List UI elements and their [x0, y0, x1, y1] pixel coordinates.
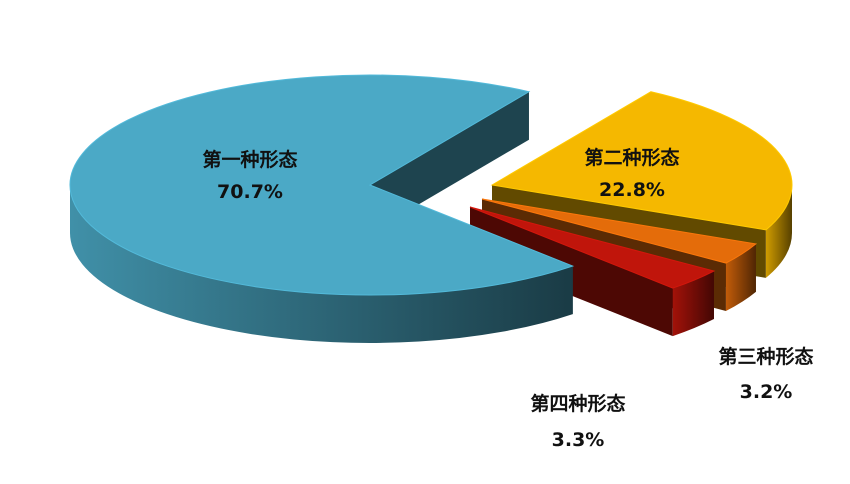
- slice-side: [672, 271, 714, 337]
- slice-第二种形态: [490, 91, 793, 231]
- slice-第一种形态: [69, 74, 575, 296]
- labels: 第一种形态 70.7% 第二种形态 22.8% 第三种形态 3.2% 第四种形态…: [202, 146, 813, 451]
- value-slice-1: 70.7%: [217, 181, 283, 203]
- label-slice-4: 第四种形态: [530, 392, 625, 415]
- slice-side: [70, 185, 573, 343]
- value-slice-3: 3.2%: [740, 381, 793, 403]
- slice-第三种形态: [481, 198, 758, 264]
- slice-side: [725, 243, 756, 312]
- label-slice-1: 第一种形态: [202, 148, 297, 171]
- slice-第四种形态: [469, 206, 716, 289]
- label-slice-3: 第三种形态: [718, 345, 813, 368]
- value-slice-2: 22.8%: [599, 179, 665, 201]
- slice-wall: [370, 91, 529, 233]
- label-slice-2: 第二种形态: [584, 146, 679, 169]
- slice-tops: [69, 74, 793, 296]
- value-slice-4: 3.3%: [552, 429, 605, 451]
